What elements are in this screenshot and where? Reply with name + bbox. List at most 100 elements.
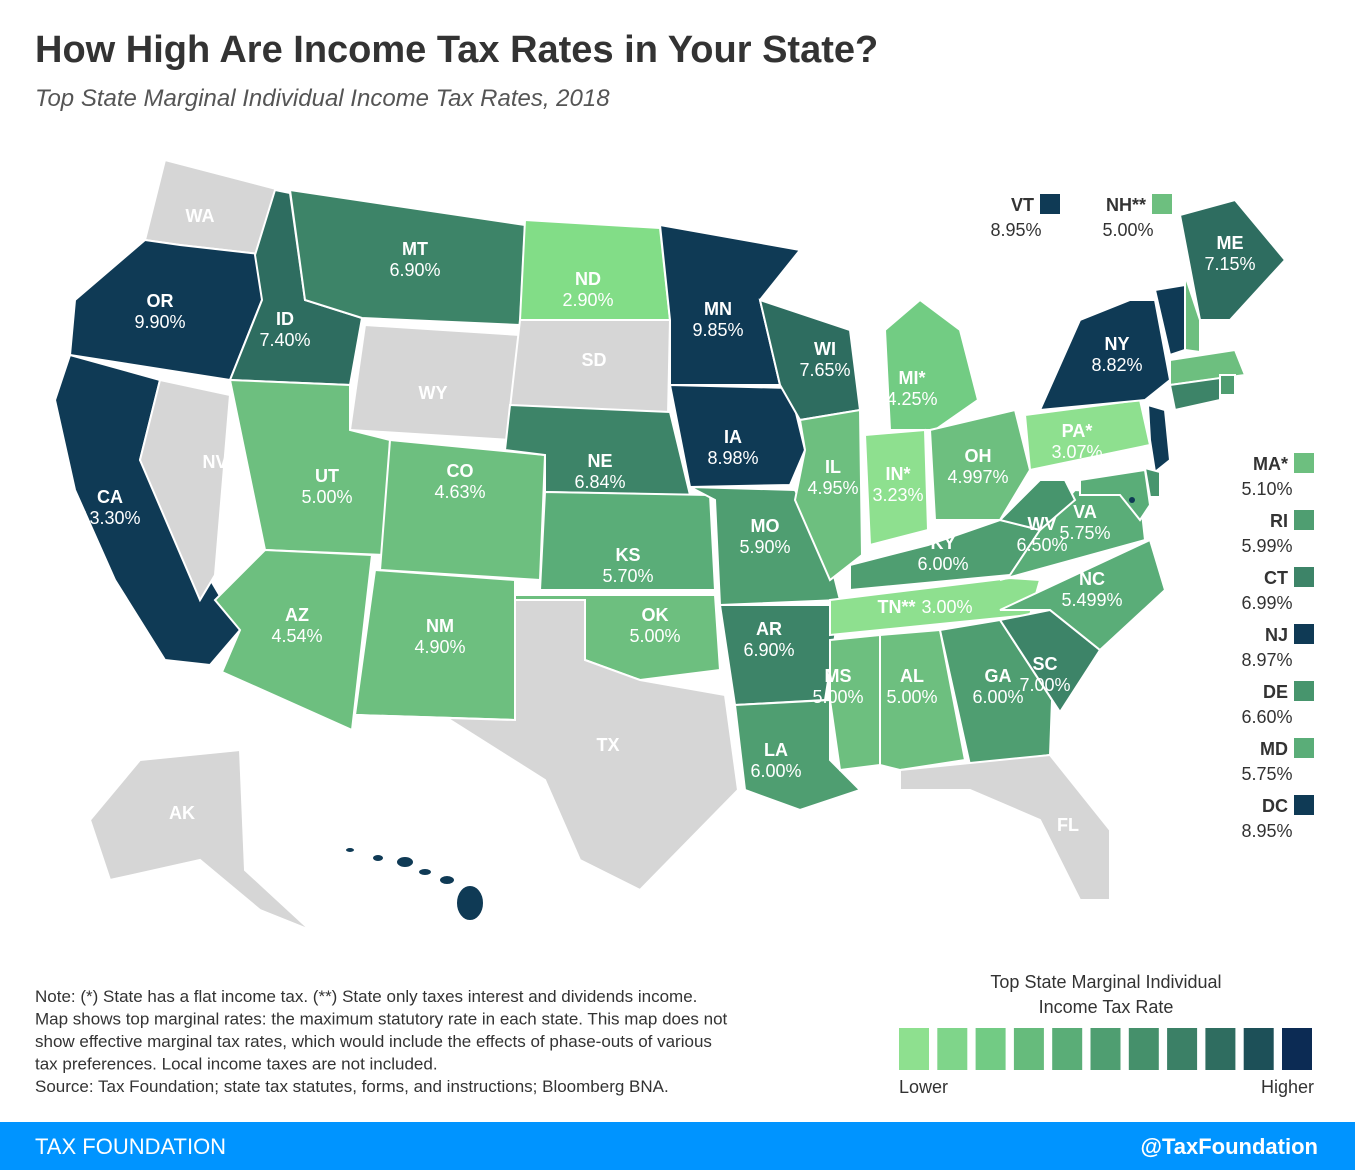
state-shape [344, 846, 356, 854]
legend-swatch [975, 1028, 1006, 1070]
state-abbr: MS [825, 666, 852, 686]
state-rate: 2.90% [562, 290, 613, 310]
state-abbr: WI [814, 339, 836, 359]
callout-abbr: RI [1270, 511, 1288, 531]
state-shape [863, 428, 930, 547]
legend-low: Lower [899, 1077, 948, 1097]
state-abbr: NE [587, 451, 612, 471]
callout-swatch [1294, 624, 1314, 644]
state-abbr: IN* [885, 464, 910, 484]
state-label: NC 5.499% [1061, 569, 1122, 610]
state-shape [1184, 274, 1201, 354]
state-label: IN* 3.23% [872, 464, 923, 505]
state-rate: 5.00% [886, 687, 937, 707]
state-shape [1129, 497, 1135, 503]
state-rate: 4.997% [947, 467, 1008, 487]
state-label: OH 4.997% [947, 446, 1008, 487]
state-rate: 5.75% [1059, 523, 1110, 543]
state-rate: 4.54% [271, 626, 322, 646]
callout-rate: 5.10% [1241, 479, 1292, 499]
state-label: NY 8.82% [1091, 334, 1142, 375]
state-rate: 5.90% [739, 537, 790, 557]
callouts: VT 8.95% NH** 5.00% MA* 5.10% RI 5.99% CT 6.99% NJ… [990, 194, 1314, 841]
state-shape [999, 538, 1167, 652]
callout-swatch [1294, 681, 1314, 701]
state-abbr: AZ [285, 605, 309, 625]
legend-title: Top State Marginal Individual [990, 972, 1221, 992]
callout-rate: 5.75% [1241, 764, 1292, 784]
state-label: MT 6.90% [389, 239, 440, 280]
state-label: MN 9.85% [692, 299, 743, 340]
callout-swatch [1294, 510, 1314, 530]
state-label: AK [169, 803, 195, 823]
state-rate: 3.23% [872, 485, 923, 505]
legend-swatch [1128, 1028, 1159, 1070]
state-shape [88, 748, 311, 931]
state-rate: 8.82% [1091, 355, 1142, 375]
state-label: IA 8.98% [707, 427, 758, 468]
state-label: CO 4.63% [434, 461, 485, 502]
state-rate: 6.50% [1016, 535, 1067, 555]
legend-high: Higher [1261, 1077, 1314, 1097]
state-rate: 6.90% [389, 260, 440, 280]
callout-abbr: CT [1264, 568, 1288, 588]
state-rate: 4.95% [807, 478, 858, 498]
state-label: AL 5.00% [886, 666, 937, 707]
state-abbr: NY [1104, 334, 1129, 354]
state-label: WA [186, 206, 215, 226]
state-shape [1178, 198, 1287, 321]
state-shape [213, 548, 374, 732]
state-shape [928, 408, 1032, 521]
state-abbr: KS [615, 545, 640, 565]
state-label: NM 4.90% [414, 616, 465, 657]
legend-swatch [1090, 1028, 1121, 1070]
callout-abbr: VT [1011, 195, 1034, 215]
callout-rate: 6.60% [1241, 707, 1292, 727]
state-rate: 6.90% [743, 640, 794, 660]
state-abbr: OR [147, 291, 174, 311]
state-rate: 4.25% [886, 389, 937, 409]
state-label: NV [202, 452, 227, 472]
state-rate: 7.00% [1019, 675, 1070, 695]
state-abbr: SC [1032, 654, 1057, 674]
callout-abbr: MD [1260, 739, 1288, 759]
state-rate: 6.00% [972, 687, 1023, 707]
state-label: LA 6.00% [750, 740, 801, 781]
state-rate: 4.90% [414, 637, 465, 657]
state-rate: 3.07% [1051, 442, 1102, 462]
state-abbr: GA [985, 666, 1012, 686]
state-shape [998, 479, 1077, 532]
state-label: WV 6.50% [1016, 514, 1067, 555]
state-label: MI* 4.25% [886, 368, 937, 409]
state-rate: 4.63% [434, 482, 485, 502]
state-abbr: TX [596, 735, 619, 755]
state-label: SC 7.00% [1019, 654, 1070, 695]
state-abbr: WA [186, 206, 215, 226]
state-abbr: MN [704, 299, 732, 319]
state-label: WI 7.65% [799, 339, 850, 380]
state-shape [879, 628, 967, 772]
state-shape [538, 490, 717, 591]
legend-swatch [1282, 1028, 1312, 1070]
state-label: HI 11.00% [382, 887, 442, 928]
state-shape [438, 874, 456, 886]
legend-swatch [1052, 1028, 1083, 1070]
callout-rate: 6.99% [1241, 593, 1292, 613]
state-abbr: ME [1217, 233, 1244, 253]
state-abbr: ID [276, 309, 294, 329]
state-abbr: TN** [877, 597, 915, 617]
state-shape [1079, 468, 1152, 522]
state-rate: 9.90% [134, 312, 185, 332]
callout-swatch [1294, 567, 1314, 587]
state-label: KS 5.70% [602, 545, 653, 586]
state-abbr: VA [1073, 502, 1097, 522]
state-abbr: MT [402, 239, 428, 259]
state-rate: 5.499% [1061, 590, 1122, 610]
state-rate: 7.40% [259, 330, 310, 350]
state-rate: 6.00% [917, 554, 968, 574]
state-shape [138, 378, 232, 603]
subtitle: Top State Marginal Individual Income Tax… [35, 85, 610, 112]
state-label: AR 6.90% [743, 619, 794, 660]
state-abbr: AR [756, 619, 782, 639]
